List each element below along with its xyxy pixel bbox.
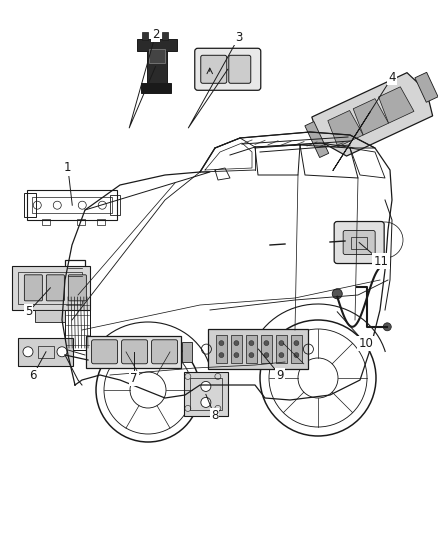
FancyBboxPatch shape bbox=[25, 275, 42, 301]
FancyBboxPatch shape bbox=[68, 275, 86, 301]
Circle shape bbox=[332, 289, 342, 299]
FancyBboxPatch shape bbox=[92, 340, 117, 364]
Circle shape bbox=[201, 382, 211, 391]
FancyBboxPatch shape bbox=[122, 340, 148, 364]
Bar bbox=[184, 373, 228, 416]
FancyBboxPatch shape bbox=[152, 340, 177, 364]
Bar bbox=[138, 38, 177, 51]
Polygon shape bbox=[328, 110, 363, 147]
FancyBboxPatch shape bbox=[229, 55, 251, 83]
Bar bbox=[85, 336, 180, 368]
Bar bbox=[291, 335, 302, 363]
Circle shape bbox=[23, 347, 33, 357]
Bar bbox=[231, 335, 242, 363]
Circle shape bbox=[57, 347, 67, 357]
Bar bbox=[18, 272, 82, 304]
Bar bbox=[32, 197, 112, 213]
Circle shape bbox=[234, 353, 239, 358]
Bar bbox=[110, 195, 120, 215]
Polygon shape bbox=[415, 72, 438, 102]
Bar bbox=[141, 83, 172, 93]
Circle shape bbox=[219, 353, 224, 358]
Circle shape bbox=[234, 341, 239, 345]
Text: 11: 11 bbox=[374, 255, 389, 268]
Polygon shape bbox=[312, 72, 433, 156]
Bar bbox=[261, 335, 272, 363]
Bar bbox=[35, 310, 65, 322]
Circle shape bbox=[201, 398, 211, 407]
Bar bbox=[142, 31, 148, 39]
Bar bbox=[162, 31, 169, 39]
Polygon shape bbox=[378, 87, 414, 123]
Text: 8: 8 bbox=[211, 409, 218, 422]
Bar bbox=[152, 31, 159, 39]
Circle shape bbox=[249, 341, 254, 345]
Text: 10: 10 bbox=[358, 337, 373, 350]
Bar bbox=[12, 266, 90, 310]
Bar bbox=[190, 378, 222, 410]
Circle shape bbox=[264, 353, 269, 358]
Bar bbox=[38, 346, 54, 358]
Bar bbox=[247, 335, 258, 363]
Text: 3: 3 bbox=[235, 31, 242, 44]
FancyBboxPatch shape bbox=[201, 55, 227, 83]
FancyBboxPatch shape bbox=[195, 49, 261, 90]
Bar bbox=[24, 193, 36, 217]
Text: 1: 1 bbox=[64, 161, 72, 174]
Polygon shape bbox=[305, 122, 328, 158]
Circle shape bbox=[294, 353, 299, 358]
Bar bbox=[148, 46, 167, 85]
Bar bbox=[351, 237, 367, 248]
Bar bbox=[216, 335, 227, 363]
Bar bbox=[27, 190, 117, 220]
Circle shape bbox=[249, 353, 254, 358]
Bar bbox=[65, 295, 90, 350]
Text: 6: 6 bbox=[29, 369, 37, 382]
Circle shape bbox=[383, 323, 391, 331]
Bar bbox=[65, 260, 85, 290]
Bar bbox=[18, 338, 73, 366]
Bar bbox=[97, 219, 105, 225]
Text: 2: 2 bbox=[152, 28, 159, 41]
Text: 4: 4 bbox=[388, 71, 396, 84]
FancyBboxPatch shape bbox=[46, 275, 64, 301]
Circle shape bbox=[264, 341, 269, 345]
Text: 9: 9 bbox=[276, 369, 284, 382]
Circle shape bbox=[279, 341, 284, 345]
Circle shape bbox=[219, 341, 224, 345]
Circle shape bbox=[279, 353, 284, 358]
Text: 5: 5 bbox=[25, 305, 32, 318]
Text: 7: 7 bbox=[130, 372, 138, 385]
Bar bbox=[77, 219, 85, 225]
FancyBboxPatch shape bbox=[334, 222, 384, 263]
FancyBboxPatch shape bbox=[343, 230, 375, 255]
Bar bbox=[182, 342, 191, 362]
Bar bbox=[276, 335, 287, 363]
Circle shape bbox=[294, 341, 299, 345]
Bar bbox=[42, 219, 50, 225]
Bar bbox=[149, 49, 166, 62]
Polygon shape bbox=[353, 99, 389, 135]
Bar bbox=[208, 329, 308, 369]
